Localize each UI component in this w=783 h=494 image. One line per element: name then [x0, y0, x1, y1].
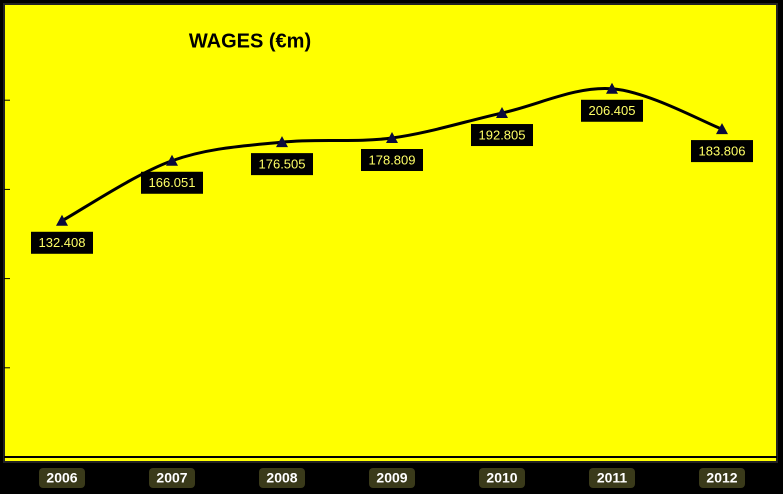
marker	[276, 136, 288, 148]
data-label-box	[471, 124, 533, 147]
x-tick-label-box	[479, 468, 525, 488]
x-tick-label: 2009	[376, 470, 407, 486]
data-label-box	[31, 231, 93, 254]
plot-background	[3, 3, 778, 463]
x-tick-label-box	[589, 468, 635, 488]
marker	[56, 214, 68, 226]
x-tick-label-box	[699, 468, 745, 488]
chart-title: WAGES (€m)	[189, 30, 311, 52]
data-label: 206.405	[589, 103, 636, 118]
data-label-box	[141, 171, 203, 194]
x-tick-label: 2010	[486, 470, 517, 486]
x-tick-label-box	[259, 468, 305, 488]
data-label-box	[251, 153, 313, 176]
marker	[166, 154, 178, 166]
marker	[386, 132, 398, 144]
data-label-box	[361, 149, 423, 172]
data-label: 176.505	[259, 157, 306, 172]
x-tick-label: 2008	[266, 470, 297, 486]
marker	[716, 123, 728, 135]
x-tick-label: 2006	[46, 470, 77, 486]
x-tick-label-box	[369, 468, 415, 488]
data-label-box	[581, 99, 643, 122]
data-label: 178.809	[369, 152, 416, 167]
data-label: 166.051	[149, 175, 196, 190]
marker	[606, 82, 618, 94]
data-label: 183.806	[699, 144, 746, 159]
x-tick-label: 2012	[706, 470, 737, 486]
x-tick-label: 2011	[597, 470, 628, 486]
x-tick-label: 2007	[156, 470, 187, 486]
data-label: 132.408	[39, 235, 86, 250]
marker	[496, 107, 508, 119]
data-label: 192.805	[479, 127, 526, 142]
data-label-box	[691, 140, 753, 163]
x-tick-label-box	[39, 468, 85, 488]
x-tick-label-box	[149, 468, 195, 488]
